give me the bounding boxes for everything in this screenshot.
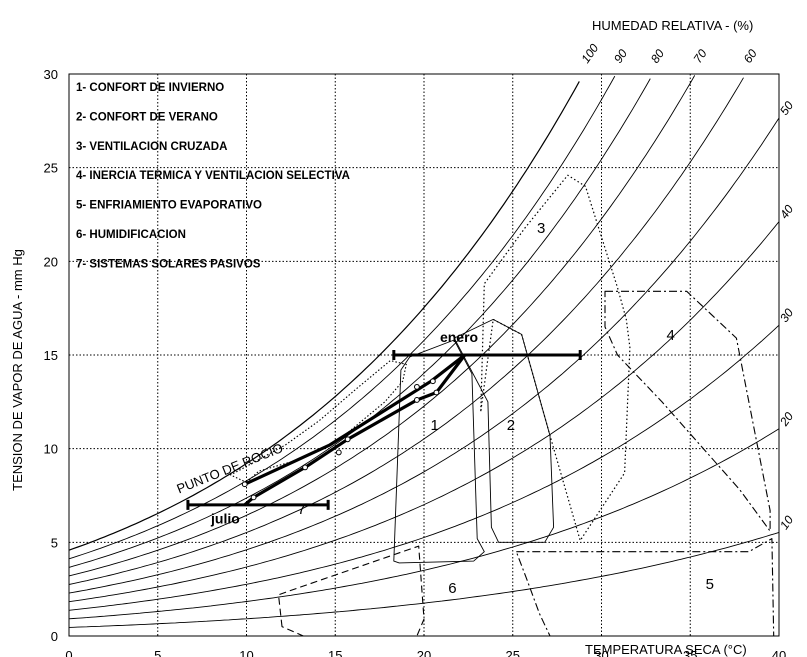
month-labels: enero julio xyxy=(210,329,478,527)
y-tick-label-20: 20 xyxy=(44,254,58,269)
climate-marker-8 xyxy=(429,378,436,385)
y-tick-label-5: 5 xyxy=(51,535,58,550)
x-tick-label-10: 10 xyxy=(239,648,253,657)
y-axis-title: TENSION DE VAPOR DE AGUA - mm Hg xyxy=(10,249,25,491)
plot-frame xyxy=(68,73,780,637)
legend-item-2: 2- CONFORT DE VERANO xyxy=(76,111,218,123)
zone-label-1: 1 xyxy=(430,417,438,434)
climate-marker-7 xyxy=(414,383,420,390)
y-tick-label-0: 0 xyxy=(51,629,58,644)
climate-marker-2 xyxy=(302,464,308,471)
climate-marker-4 xyxy=(335,449,342,456)
rh-curve-70 xyxy=(68,75,696,577)
rh-axis-title: HUMEDAD RELATIVA - (%) xyxy=(592,18,753,33)
y-tick-label-15: 15 xyxy=(44,348,58,363)
climate-marker-0 xyxy=(241,481,248,488)
rh-curve-20 xyxy=(68,428,780,620)
x-axis-tick-labels: 0 5 10 15 20 25 30 35 40 xyxy=(65,648,786,657)
legend-item-5: 5- ENFRIAMIENTO EVAPORATIVO xyxy=(76,200,262,212)
zone-outline-2 xyxy=(453,318,555,543)
x-tick-label-40: 40 xyxy=(772,648,786,657)
legend-item-1: 1- CONFORT DE INVIERNO xyxy=(76,82,224,94)
legend-item-6: 6- HUMIDIFICACION xyxy=(76,229,186,241)
zone-outline-1 xyxy=(393,339,485,564)
zone-label-3: 3 xyxy=(537,220,545,237)
x-tick-label-15: 15 xyxy=(328,648,342,657)
rh-curve-100 xyxy=(68,81,580,551)
legend-item-4: 4- INERCIA TERMICA Y VENTILACION SELECTI… xyxy=(76,170,350,182)
zone-label-2: 2 xyxy=(507,417,515,434)
x-axis-title: TEMPERATURA SECA (°C) xyxy=(585,642,747,657)
y-tick-label-30: 30 xyxy=(44,67,58,82)
zone-label-6: 6 xyxy=(448,580,456,597)
y-tick-label-10: 10 xyxy=(44,442,58,457)
rh-right-label-20: 20 xyxy=(776,409,796,429)
zone-label-7: 7 xyxy=(297,501,305,518)
zone-legend: 1- CONFORT DE INVIERNO 2- CONFORT DE VERA… xyxy=(76,82,350,270)
rh-curve-50 xyxy=(68,117,780,594)
climate-lines xyxy=(241,353,467,507)
x-tick-label-20: 20 xyxy=(417,648,431,657)
y-axis-tick-labels: 0 5 10 15 20 25 30 xyxy=(44,67,58,644)
legend-item-3: 3- VENTILACION CRUZADA xyxy=(76,141,227,153)
climate-marker-1 xyxy=(250,494,257,501)
legend-item-7: 7- SISTEMAS SOLARES PASIVOS xyxy=(76,258,261,270)
x-tick-label-0: 0 xyxy=(65,648,72,657)
zone-label-4: 4 xyxy=(667,327,675,344)
zone-label-5: 5 xyxy=(706,576,714,593)
x-tick-label-25: 25 xyxy=(506,648,520,657)
x-tick-label-30: 30 xyxy=(594,648,608,657)
climate-line-upper xyxy=(244,353,466,486)
rh-curve-90 xyxy=(68,75,616,560)
climate-marker-6 xyxy=(433,389,440,396)
month-bars xyxy=(186,350,582,510)
zone-outline-4 xyxy=(604,290,771,532)
month-label-julio: julio xyxy=(210,511,240,527)
x-tick-label-35: 35 xyxy=(683,648,697,657)
y-tick-label-25: 25 xyxy=(44,161,58,176)
x-tick-label-5: 5 xyxy=(154,648,161,657)
month-label-enero: enero xyxy=(440,329,478,345)
zone-number-labels: 1 2 3 4 5 6 7 xyxy=(297,220,714,597)
climate-marker-3 xyxy=(344,436,351,443)
climate-marker-5 xyxy=(414,397,420,403)
rh-curve-60 xyxy=(68,77,744,585)
zone-outline-3 xyxy=(480,174,631,542)
